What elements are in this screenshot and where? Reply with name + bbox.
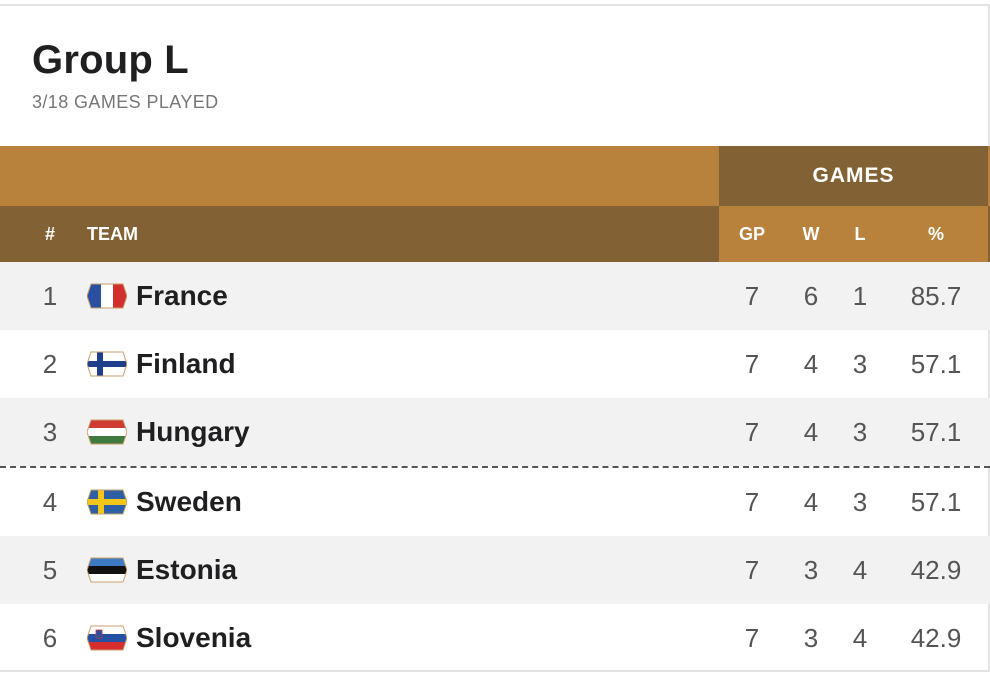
sweden-flag-icon [87, 489, 127, 515]
rank-cell: 6 [42, 623, 58, 653]
games-group-header: GAMES [719, 146, 988, 206]
rank-cell: 1 [42, 281, 58, 311]
france-flag-icon [87, 283, 127, 309]
gp-cell: 7 [744, 349, 760, 379]
gp-header[interactable]: GP [738, 224, 765, 244]
table-row[interactable]: 6 Slovenia 7 3 4 42.9 [0, 604, 990, 672]
team-name[interactable]: Hungary [136, 416, 250, 447]
team-header: TEAM [87, 224, 138, 244]
table-row[interactable]: 4 Sweden 7 4 3 57.1 [0, 466, 990, 536]
rank-cell: 2 [42, 349, 58, 379]
l-cell: 3 [852, 487, 868, 517]
slovenia-flag-icon [87, 625, 127, 651]
team-name[interactable]: France [136, 280, 228, 311]
pct-header[interactable]: % [927, 224, 944, 244]
l-cell: 3 [852, 349, 868, 379]
team-name[interactable]: Slovenia [136, 622, 252, 653]
column-header-row: # TEAM GP W L % [0, 206, 990, 262]
finland-flag-icon [87, 351, 127, 377]
pct-cell: 57.1 [910, 487, 962, 517]
w-header[interactable]: W [802, 224, 820, 244]
team-name[interactable]: Sweden [136, 486, 242, 517]
gp-cell: 7 [744, 623, 760, 653]
pct-cell: 42.9 [910, 623, 962, 653]
pct-cell: 57.1 [910, 417, 962, 447]
estonia-flag-icon [87, 557, 127, 583]
l-cell: 1 [852, 281, 868, 311]
table-row[interactable]: 3 Hungary 7 4 3 57.1 [0, 398, 990, 466]
stats-header-bg [719, 206, 988, 262]
games-played-subtitle: 3/18 GAMES PLAYED [32, 92, 219, 112]
pct-cell: 85.7 [910, 281, 962, 311]
l-header[interactable]: L [854, 224, 866, 244]
table-row[interactable]: 5 Estonia 7 3 4 42.9 [0, 536, 990, 604]
team-name[interactable]: Finland [136, 348, 236, 379]
hungary-flag-icon [87, 419, 127, 445]
rank-cell: 3 [42, 417, 58, 447]
w-cell: 4 [803, 417, 819, 447]
gp-cell: 7 [744, 555, 760, 585]
gp-cell: 7 [744, 487, 760, 517]
w-cell: 3 [803, 623, 819, 653]
rank-header: # [44, 224, 55, 244]
team-name[interactable]: Estonia [136, 554, 238, 585]
group-title: Group L [32, 38, 189, 82]
rank-cell: 4 [42, 487, 58, 517]
standings-table-body: 1 France 7 6 1 85.7 2 Finland 7 [0, 262, 990, 672]
w-cell: 6 [803, 281, 819, 311]
card-edge [988, 4, 990, 672]
l-cell: 3 [852, 417, 868, 447]
gp-cell: 7 [744, 281, 760, 311]
l-cell: 4 [852, 555, 868, 585]
header-band-top: GAMES [0, 146, 990, 206]
pct-cell: 42.9 [910, 555, 962, 585]
table-row[interactable]: 2 Finland 7 4 3 57.1 [0, 330, 990, 398]
l-cell: 4 [852, 623, 868, 653]
table-row[interactable]: 1 France 7 6 1 85.7 [0, 262, 990, 330]
w-cell: 4 [803, 349, 819, 379]
pct-cell: 57.1 [910, 349, 962, 379]
gp-cell: 7 [744, 417, 760, 447]
w-cell: 3 [803, 555, 819, 585]
rank-cell: 5 [42, 555, 58, 585]
w-cell: 4 [803, 487, 819, 517]
